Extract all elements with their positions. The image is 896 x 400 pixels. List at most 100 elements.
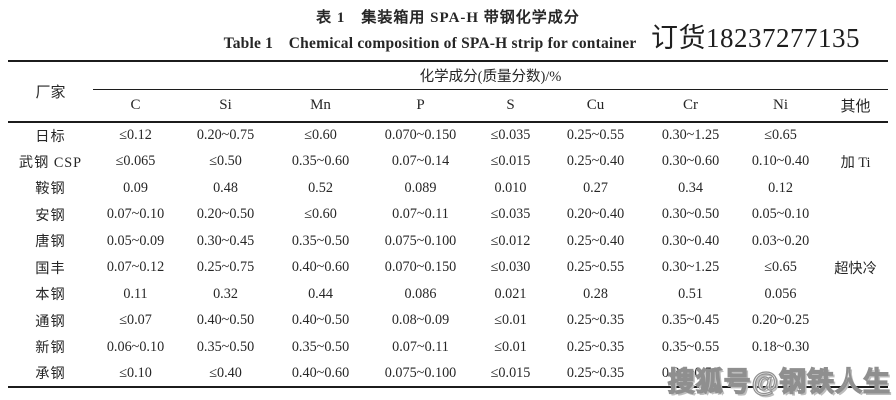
- composition-value-cell: 0.12: [768, 179, 793, 196]
- table-header: 厂家 化学成分(质量分数)/% C Si Mn P S Cu Cr Ni 其他: [8, 61, 889, 123]
- composition-value-cell: ≤0.01: [494, 338, 527, 355]
- composition-value-cell: 0.51: [678, 285, 703, 302]
- column-header-other: 其他: [823, 89, 889, 123]
- table-row: 武钢 CSP ≤0.065 ≤0.50 0.35~0.60 0.07~0.14 ≤0.01…: [8, 149, 888, 176]
- composition-value-cell: ≤0.65: [764, 127, 797, 144]
- composition-value-cell: 0.35~0.60: [291, 153, 350, 170]
- column-header-ni: Ni: [738, 89, 823, 123]
- composition-value-cell: 0.30~0.40: [661, 232, 720, 249]
- factory-name-cell: 日标: [35, 128, 66, 145]
- factory-name-cell: 本钢: [35, 287, 66, 304]
- table-caption-zh: 表 1 集装箱用 SPA-H 带钢化学成分: [316, 10, 580, 26]
- composition-value-cell: 加 Ti: [840, 154, 871, 171]
- composition-value-cell: 0.40~0.50: [291, 312, 350, 329]
- composition-value-cell: 0.40~0.60: [291, 259, 350, 276]
- table-row: 承钢 ≤0.10 ≤0.40 0.40~0.60 0.075~0.100 ≤0.015 0.…: [8, 361, 888, 388]
- composition-value-cell: 0.35~0.50: [196, 338, 255, 355]
- factory-name-cell: 国丰: [35, 260, 66, 277]
- factory-name-cell: 安钢: [35, 207, 66, 224]
- header-row-group: 厂家 化学成分(质量分数)/%: [8, 61, 889, 123]
- table-body: 日标 ≤0.12 0.20~0.75 ≤0.60 0.070~0.150 ≤0.035 0.…: [8, 122, 888, 387]
- composition-value-cell: 0.086: [404, 285, 437, 302]
- composition-value-cell: ≤0.030: [490, 259, 531, 276]
- factory-name-cell: 新钢: [35, 340, 66, 357]
- composition-value-cell: ≤0.60: [304, 127, 337, 144]
- page: 表 1 集装箱用 SPA-H 带钢化学成分 Table 1 Chemical c…: [0, 7, 896, 400]
- column-header-mn: Mn: [273, 89, 368, 123]
- table-row: 通钢 ≤0.07 0.40~0.50 0.40~0.50 0.08~0.09 ≤0.01 0…: [8, 308, 888, 335]
- watermark-order-phone: 订货18237277135: [651, 23, 860, 53]
- column-group-header: 化学成分(质量分数)/%: [93, 61, 889, 90]
- composition-value-cell: 0.05~0.09: [106, 232, 165, 249]
- composition-value-cell: ≤0.015: [490, 153, 531, 170]
- composition-value-cell: 0.089: [404, 179, 437, 196]
- composition-value-cell: ≤0.65: [764, 259, 797, 276]
- composition-value-cell: 0.021: [494, 285, 527, 302]
- composition-value-cell: 0.07~0.12: [106, 259, 165, 276]
- composition-value-cell: 0.44: [308, 285, 333, 302]
- composition-value-cell: 0.30~0.60: [661, 153, 720, 170]
- header-row-elements: C Si Mn P S Cu Cr Ni 其他: [8, 89, 889, 123]
- chemical-composition-table: 厂家 化学成分(质量分数)/% C Si Mn P S Cu Cr Ni 其他 …: [8, 60, 889, 388]
- composition-value-cell: ≤0.50: [209, 153, 242, 170]
- composition-value-cell: 0.11: [123, 285, 148, 302]
- factory-name-cell: 武钢 CSP: [18, 154, 83, 171]
- composition-value-cell: 0.08~0.09: [391, 312, 450, 329]
- table-row: 安钢 0.07~0.10 0.20~0.50 ≤0.60 0.07~0.11 ≤0.035…: [8, 202, 888, 229]
- composition-value-cell: 0.010: [494, 179, 527, 196]
- table-row: 唐钢 0.05~0.09 0.30~0.45 0.35~0.50 0.075~0.100…: [8, 228, 888, 255]
- column-header-si: Si: [178, 89, 273, 123]
- composition-value-cell: 0.18~0.30: [751, 338, 810, 355]
- composition-value-cell: 0.07~0.11: [392, 206, 449, 223]
- composition-value-cell: 0.070~0.150: [384, 127, 457, 144]
- composition-value-cell: 0.40~0.50: [196, 312, 255, 329]
- factory-name-cell: 鞍钢: [35, 181, 66, 198]
- composition-value-cell: ≤0.07: [119, 312, 152, 329]
- column-header-s: S: [473, 89, 548, 123]
- table-row: 日标 ≤0.12 0.20~0.75 ≤0.60 0.070~0.150 ≤0.035 0.…: [8, 122, 888, 149]
- composition-value-cell: 0.25~0.40: [566, 232, 625, 249]
- composition-value-cell: 0.20~0.25: [751, 312, 810, 329]
- composition-value-cell: 0.25~0.75: [196, 259, 255, 276]
- composition-value-cell: 0.06~0.10: [106, 338, 165, 355]
- composition-value-cell: ≤0.035: [490, 127, 531, 144]
- composition-value-cell: ≤0.60: [304, 206, 337, 223]
- composition-value-cell: 0.20~0.50: [196, 206, 255, 223]
- composition-value-cell: 0.35~0.50: [291, 338, 350, 355]
- composition-value-cell: 0.35~0.55: [661, 338, 720, 355]
- composition-value-cell: ≤0.01: [494, 312, 527, 329]
- column-header-cr: Cr: [643, 89, 738, 123]
- table-caption-en: Table 1 Chemical composition of SPA-H st…: [223, 35, 637, 52]
- composition-value-cell: 0.05~0.10: [751, 206, 810, 223]
- composition-value-cell: 0.070~0.150: [384, 259, 457, 276]
- composition-value-cell: [823, 308, 888, 335]
- composition-value-cell: 0.25~0.35: [566, 338, 625, 355]
- composition-value-cell: 0.30~1.25: [661, 127, 720, 144]
- composition-value-cell: [823, 228, 888, 255]
- composition-value-cell: 0.30~1.25: [661, 259, 720, 276]
- composition-value-cell: 0.40~0.60: [291, 364, 350, 381]
- composition-value-cell: 0.35~0.45: [661, 312, 720, 329]
- factory-name-cell: 通钢: [35, 313, 66, 330]
- composition-value-cell: ≤0.12: [119, 127, 152, 144]
- watermark-sohu: 搜狐号@钢铁人生: [667, 366, 891, 397]
- composition-value-cell: 超快冷: [834, 260, 877, 277]
- composition-value-cell: 0.52: [308, 179, 333, 196]
- composition-value-cell: ≤0.012: [490, 232, 531, 249]
- composition-value-cell: 0.07~0.11: [392, 338, 449, 355]
- composition-value-cell: 0.10~0.40: [751, 153, 810, 170]
- composition-value-cell: 0.27: [583, 179, 608, 196]
- column-header-p: P: [368, 89, 473, 123]
- composition-value-cell: [823, 334, 888, 361]
- composition-value-cell: 0.32: [213, 285, 238, 302]
- composition-value-cell: [823, 202, 888, 229]
- composition-value-cell: 0.35~0.50: [291, 232, 350, 249]
- composition-value-cell: 0.056: [764, 285, 797, 302]
- table-row: 新钢 0.06~0.10 0.35~0.50 0.35~0.50 0.07~0.11 ≤0…: [8, 334, 888, 361]
- composition-value-cell: 0.20~0.75: [196, 127, 255, 144]
- composition-value-cell: 0.20~0.40: [566, 206, 625, 223]
- composition-value-cell: ≤0.035: [490, 206, 531, 223]
- composition-value-cell: 0.28: [583, 285, 608, 302]
- factory-name-cell: 承钢: [35, 366, 66, 383]
- composition-value-cell: 0.34: [678, 179, 703, 196]
